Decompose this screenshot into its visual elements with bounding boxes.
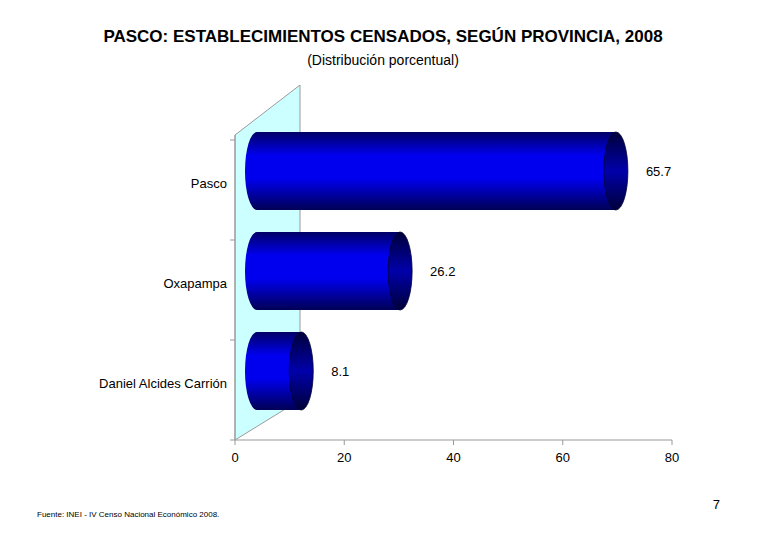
labels: Pasco 65.7 Oxapampa 26.2 Daniel Alcides Carr… <box>99 164 671 391</box>
subtitle: (Distribución porcentual) <box>307 52 459 68</box>
bar <box>245 332 313 410</box>
bar-cap <box>388 232 412 310</box>
bar <box>245 232 412 310</box>
data-label: 8.1 <box>331 364 349 379</box>
page-number: 7 <box>713 497 720 512</box>
chart: PASCO: ESTABLECIMIENTOS CENSADOS, SEGÚN … <box>0 0 766 540</box>
data-label: 26.2 <box>430 264 455 279</box>
y-tick <box>230 240 235 241</box>
y-axis <box>235 135 236 440</box>
bar-start <box>245 232 269 310</box>
x-tick <box>344 440 345 445</box>
bar-start <box>245 332 269 410</box>
category-label: Daniel Alcides Carrión <box>99 376 227 391</box>
x-tick-label: 20 <box>337 450 351 465</box>
x-tick <box>562 440 563 445</box>
x-tick <box>672 440 673 445</box>
title: PASCO: ESTABLECIMIENTOS CENSADOS, SEGÚN … <box>103 27 662 46</box>
x-tick <box>453 440 454 445</box>
bar-start <box>245 132 269 210</box>
x-tick-label: 0 <box>231 450 238 465</box>
bar-cap <box>289 332 313 410</box>
category-label: Pasco <box>191 176 227 191</box>
source: Fuente: INEI - IV Censo Nacional Económi… <box>37 510 219 519</box>
bar <box>245 132 628 210</box>
bar-body <box>257 232 400 310</box>
data-label: 65.7 <box>646 164 671 179</box>
bars <box>245 132 628 410</box>
y-tick <box>230 140 235 141</box>
category-label: Oxapampa <box>163 276 227 291</box>
x-tick-label: 80 <box>665 450 679 465</box>
bar-body <box>257 132 616 210</box>
x-tick-label: 40 <box>446 450 460 465</box>
y-tick <box>230 340 235 341</box>
y-tick <box>230 440 235 441</box>
x-tick-label: 60 <box>556 450 570 465</box>
bar-cap <box>604 132 628 210</box>
x-tick <box>235 440 236 445</box>
